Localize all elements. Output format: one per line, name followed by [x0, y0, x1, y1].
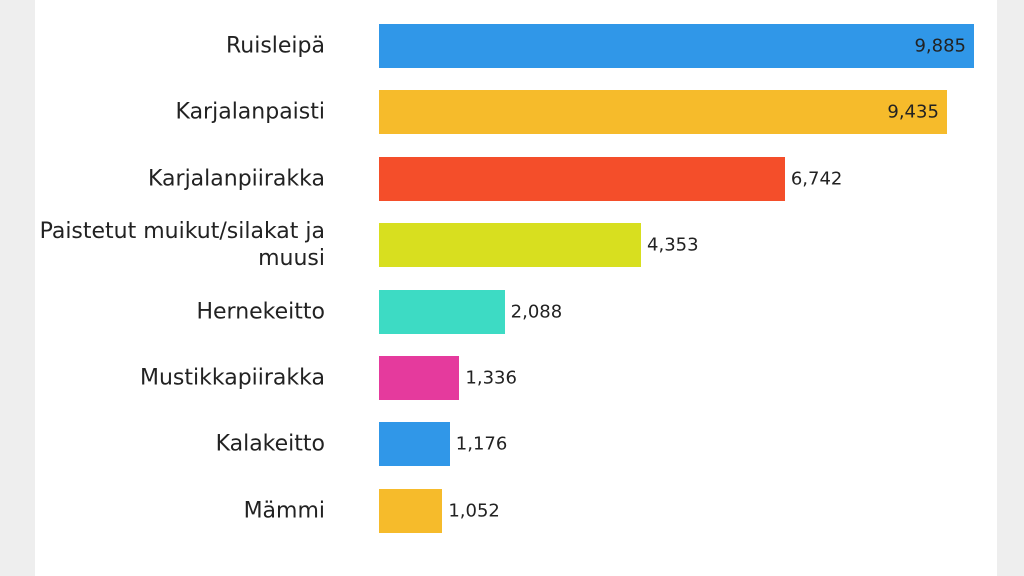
bar [379, 90, 947, 135]
value-label: 9,885 [914, 35, 966, 57]
category-label: Karjalanpiirakka [148, 166, 325, 192]
value-label: 1,336 [465, 367, 517, 389]
value-label: 6,742 [790, 168, 843, 190]
bar [379, 356, 460, 400]
category-label: Karjalanpaisti [175, 99, 325, 125]
category-label: Paistetut muikut/silakat ja muusi [39, 219, 325, 272]
value-label: 4,353 [647, 234, 699, 256]
bar [379, 223, 642, 268]
category-label: Hernekeitto [196, 299, 325, 325]
bar [379, 289, 505, 334]
value-label: 2,088 [510, 301, 563, 323]
category-label: Kalakeitto [215, 431, 325, 457]
bar [379, 488, 443, 533]
category-label: Mämmi [243, 498, 325, 524]
category-label: Ruisleipä [225, 33, 325, 59]
bar [379, 156, 785, 201]
category-label: Mustikkapiirakka [140, 365, 325, 391]
chart-panel: Ruisleipä 9,885 Karjalanpaisti 9,435 Karjala… [35, 0, 997, 576]
value-label: 9,435 [887, 101, 939, 123]
bar [379, 24, 974, 68]
value-label: 1,052 [448, 500, 500, 522]
value-label: 1,176 [455, 433, 508, 455]
bar [379, 422, 450, 467]
